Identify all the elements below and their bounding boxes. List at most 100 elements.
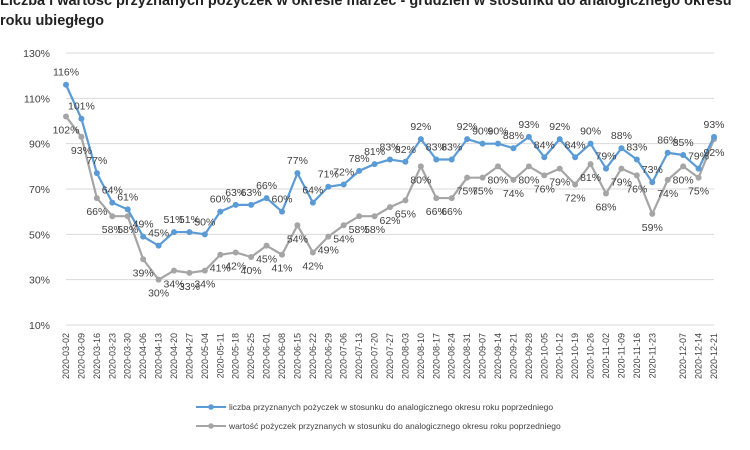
- data-label-series1: 72%: [333, 166, 354, 178]
- x-tick-label: 2020-09-14: [493, 333, 503, 379]
- legend-item-series2: wartość pożyczek przyznanych w stosunku …: [196, 421, 561, 431]
- data-label-series1: 79%: [595, 151, 616, 163]
- legend: liczba przyznanych pożyczek w stosunku d…: [196, 402, 561, 431]
- series2-point: [201, 267, 208, 274]
- data-label-series1: 93%: [518, 119, 539, 131]
- x-tick-label: 2020-04-20: [169, 333, 179, 379]
- data-label-series2: 80%: [487, 174, 508, 186]
- x-tick-label: 2020-06-15: [292, 333, 302, 379]
- y-tick-label: 110%: [24, 93, 50, 105]
- series2-point: [510, 176, 517, 183]
- series2-point: [417, 163, 424, 170]
- x-tick-label: 2020-10-12: [555, 333, 565, 379]
- data-label-series1: 79%: [688, 151, 709, 163]
- series1-point: [109, 199, 116, 206]
- series2-point: [464, 174, 471, 181]
- x-tick-label: 2020-12-14: [694, 333, 704, 379]
- y-tick-label: 70%: [29, 184, 50, 196]
- series1-point: [217, 208, 224, 215]
- series1-point: [510, 145, 517, 152]
- data-label-series1: 49%: [133, 219, 154, 231]
- data-label-series2: 74%: [657, 188, 678, 200]
- series1-point: [402, 158, 409, 165]
- series2-point: [109, 213, 116, 220]
- data-label-series2: 40%: [241, 265, 262, 277]
- data-label-series1: 92%: [457, 121, 478, 133]
- data-label-series1: 78%: [349, 153, 370, 165]
- series1-point: [680, 152, 687, 158]
- data-label-series1: 77%: [86, 155, 107, 167]
- legend-label-series1: liczba przyznanych pożyczek w stosunku d…: [229, 402, 553, 412]
- series2-point: [155, 276, 162, 283]
- series1-point: [356, 167, 363, 174]
- series1-point: [155, 242, 162, 249]
- series1-point: [618, 145, 625, 152]
- data-label-series2: 80%: [673, 174, 694, 186]
- series2-point: [140, 256, 147, 263]
- x-tick-label: 2020-10-26: [586, 333, 596, 379]
- data-label-series2: 65%: [395, 208, 416, 220]
- x-tick-label: 2020-05-18: [231, 333, 241, 379]
- series1-point: [695, 165, 702, 172]
- data-label-series1: 90%: [487, 126, 508, 138]
- x-tick-label: 2020-12-07: [678, 333, 688, 379]
- data-label-series1: 84%: [534, 139, 555, 151]
- x-tick-label: 2020-03-16: [92, 333, 102, 379]
- data-label-series1: 66%: [256, 180, 277, 192]
- data-label-series2: 30%: [148, 288, 169, 300]
- data-label-series1: 92%: [410, 121, 431, 133]
- series1-point: [711, 133, 717, 140]
- data-label-series2: 80%: [410, 174, 431, 186]
- data-label-series1: 64%: [302, 185, 323, 197]
- series1-point: [201, 231, 208, 238]
- data-label-series2: 54%: [333, 233, 354, 245]
- series1-point: [78, 115, 85, 122]
- series2-point: [479, 174, 486, 181]
- x-tick-label: 2020-12-21: [709, 333, 719, 379]
- x-tick-label: 2020-03-09: [76, 333, 86, 379]
- data-label-series1: 88%: [611, 130, 632, 142]
- series1-point: [587, 140, 594, 147]
- data-label-series2: 76%: [626, 183, 647, 195]
- data-labels: 116%102%101%93%77%66%64%58%61%58%49%39%4…: [53, 67, 725, 300]
- data-label-series1: 50%: [194, 216, 215, 228]
- data-label-series1: 61%: [117, 191, 138, 203]
- series1-point: [433, 156, 440, 163]
- series1-point: [325, 183, 332, 190]
- series2-point: [171, 267, 177, 274]
- series2-point: [433, 195, 440, 202]
- series2-point: [124, 213, 131, 220]
- series2-point: [279, 251, 285, 258]
- series2-point: [495, 163, 501, 170]
- series2-point: [664, 176, 671, 183]
- series1-point: [232, 201, 239, 208]
- data-label-series2: 80%: [518, 174, 539, 186]
- x-tick-label: 2020-05-04: [200, 333, 210, 379]
- data-label-series1: 83%: [626, 142, 647, 154]
- data-label-series1: 83%: [426, 142, 447, 154]
- data-label-series2: 75%: [457, 186, 478, 198]
- data-label-series2: 59%: [642, 222, 663, 234]
- data-label-series1: 101%: [68, 101, 95, 113]
- data-label-series2: 34%: [163, 279, 184, 291]
- series2-point: [217, 251, 224, 258]
- series2-point: [680, 163, 687, 170]
- series2-point: [633, 172, 640, 179]
- x-axis-ticks: 2020-03-02 2020-03-09 2020-03-16 2020-03-23…: [61, 333, 719, 379]
- data-label-series2: 102%: [53, 124, 80, 136]
- data-label-series1: 77%: [287, 155, 308, 167]
- y-tick-label: 90%: [29, 139, 50, 151]
- series2-point: [541, 172, 548, 179]
- series2-point: [649, 210, 656, 217]
- x-tick-label: 2020-04-13: [154, 333, 164, 379]
- data-label-series1: 63%: [225, 187, 246, 199]
- data-label-series2: 74%: [503, 188, 524, 200]
- data-label-series1: 92%: [549, 121, 570, 133]
- series2-point: [448, 195, 455, 202]
- data-label-series2: 58%: [349, 224, 370, 236]
- series1-point: [649, 179, 656, 186]
- data-label-series2: 75%: [688, 186, 709, 198]
- series2-point: [63, 113, 69, 120]
- data-label-series2: 79%: [611, 177, 632, 189]
- data-label-series1: 82%: [395, 144, 416, 156]
